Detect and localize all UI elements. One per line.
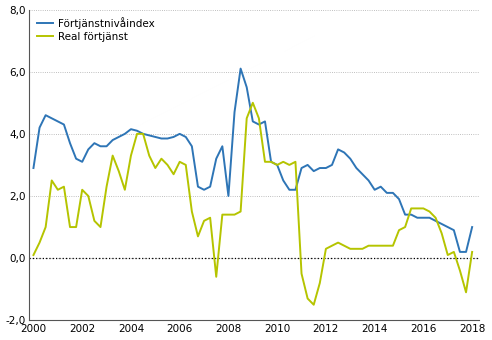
Line: Real förtjänst: Real förtjänst: [33, 103, 472, 305]
Real förtjänst: [439, 231, 445, 235]
Real förtjänst: [128, 154, 134, 158]
Förtjänstnivåindex: [457, 250, 463, 254]
Line: Förtjänstnivåindex: Förtjänstnivåindex: [33, 69, 472, 252]
Real förtjänst: [421, 206, 427, 210]
Real förtjänst: [469, 250, 475, 254]
Real förtjänst: [177, 160, 183, 164]
Förtjänstnivåindex: [31, 166, 36, 170]
Förtjänstnivåindex: [238, 67, 244, 71]
Real förtjänst: [256, 116, 262, 120]
Legend: Förtjänstnivåindex, Real förtjänst: Förtjänstnivåindex, Real förtjänst: [33, 13, 159, 46]
Förtjänstnivåindex: [469, 225, 475, 229]
Förtjänstnivåindex: [432, 219, 438, 223]
Förtjänstnivåindex: [177, 132, 183, 136]
Förtjänstnivåindex: [414, 216, 420, 220]
Real förtjänst: [250, 101, 256, 105]
Förtjänstnivåindex: [128, 127, 134, 131]
Förtjänstnivåindex: [402, 212, 408, 217]
Real förtjänst: [408, 206, 414, 210]
Real förtjänst: [31, 253, 36, 257]
Real förtjänst: [311, 303, 317, 307]
Förtjänstnivåindex: [256, 122, 262, 126]
